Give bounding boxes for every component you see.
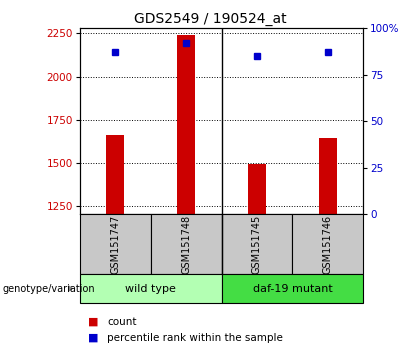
Bar <box>80 274 222 303</box>
Bar <box>151 214 222 274</box>
Text: daf-19 mutant: daf-19 mutant <box>252 284 332 293</box>
Bar <box>292 214 363 274</box>
Text: count: count <box>107 317 136 327</box>
Text: ■: ■ <box>88 317 99 327</box>
Text: percentile rank within the sample: percentile rank within the sample <box>107 333 283 343</box>
Polygon shape <box>68 285 74 292</box>
Text: ■: ■ <box>88 333 99 343</box>
Text: GSM151746: GSM151746 <box>323 215 333 274</box>
Text: wild type: wild type <box>125 284 176 293</box>
Text: GSM151745: GSM151745 <box>252 215 262 274</box>
Bar <box>319 138 337 214</box>
Bar <box>80 214 151 274</box>
Text: GDS2549 / 190524_at: GDS2549 / 190524_at <box>134 12 286 27</box>
Text: genotype/variation: genotype/variation <box>2 284 95 293</box>
Bar <box>248 164 266 214</box>
Text: GSM151748: GSM151748 <box>181 215 191 274</box>
Text: GSM151747: GSM151747 <box>110 215 120 274</box>
Bar <box>222 214 292 274</box>
Bar <box>177 35 195 214</box>
Bar <box>106 135 124 214</box>
Bar <box>222 274 363 303</box>
